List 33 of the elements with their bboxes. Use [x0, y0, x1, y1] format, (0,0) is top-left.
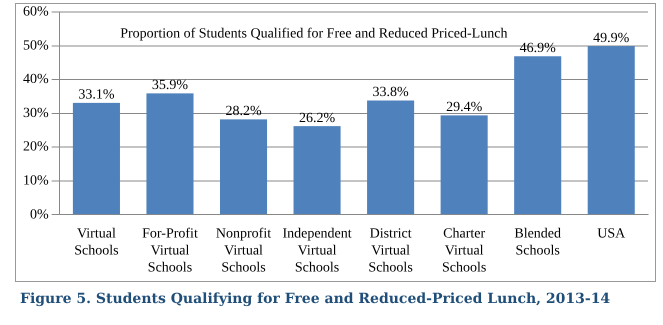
y-tick-label: 60% — [22, 4, 49, 20]
data-label: 49.9% — [593, 30, 630, 46]
bar — [294, 126, 341, 214]
y-tick-label: 30% — [22, 106, 49, 121]
bar — [367, 100, 414, 214]
y-tick-label: 10% — [22, 174, 49, 189]
data-label: 28.2% — [225, 104, 262, 120]
text: Proportion of Students Qualified for Free and Reduced Priced-Lunch — [120, 26, 508, 42]
y-tick-label: 40% — [22, 72, 49, 88]
x-tick-label: District Virtual Schools — [368, 226, 413, 276]
x-tick-label: Independent Virtual Schools — [282, 226, 352, 276]
bar — [588, 46, 635, 214]
data-label: 46.9% — [520, 40, 556, 56]
x-tick-label: Nonprofit Virtual Schools — [216, 226, 272, 276]
x-tick-label: USA — [597, 226, 626, 242]
bar — [440, 115, 488, 214]
y-tick-label: 50% — [22, 38, 49, 54]
data-label: 33.1% — [78, 88, 115, 103]
data-label: 35.9% — [152, 78, 188, 94]
data-label: 33.8% — [372, 85, 410, 100]
bar — [72, 102, 120, 214]
x-tick-label: Charter Virtual Schools — [442, 226, 486, 276]
x-tick-label: Virtual Schools — [74, 226, 119, 258]
data-label: 29.4% — [446, 100, 483, 115]
x-tick-label: Blended Schools — [514, 226, 562, 258]
y-tick-label: 20% — [22, 140, 49, 155]
bar — [146, 93, 194, 214]
y-tick-label: 0% — [30, 207, 49, 222]
caption: Figure 5. Students Qualifying for Free and Reduced-Priced Lunch, 2013-14 — [20, 291, 612, 307]
data-label: 26.2% — [298, 110, 336, 126]
bar — [514, 56, 562, 214]
x-tick-label: For-Profit Virtual Schools — [142, 226, 198, 276]
bar — [220, 119, 268, 214]
